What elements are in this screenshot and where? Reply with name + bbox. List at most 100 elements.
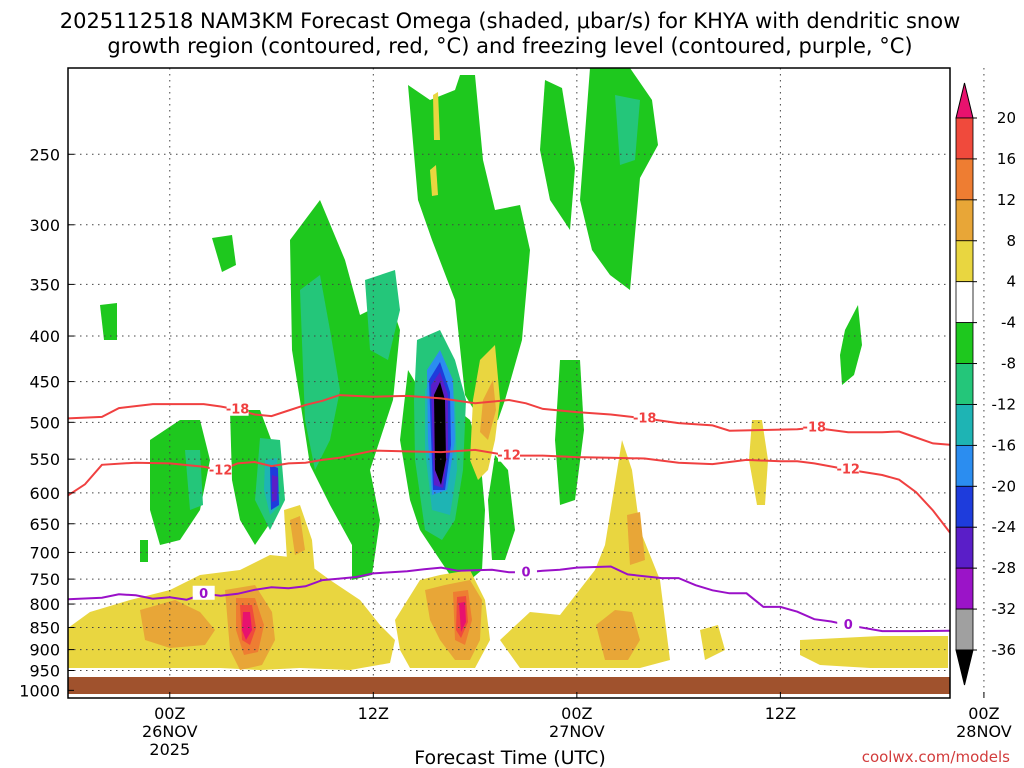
temperature-contours: -18 -18 -18 -12 -12 -12 0 0 0 [68, 394, 950, 633]
omega-region [555, 360, 584, 505]
omega-region [434, 382, 446, 485]
y-tick-label: 300 [29, 216, 60, 235]
colorbar-swatch [955, 608, 974, 651]
y-axis: 250 300 350 400 450 500 550 600 650 700 750 800 850 9… [19, 145, 74, 700]
x-tick-label: 12Z [765, 704, 796, 723]
omega-region [408, 75, 530, 420]
colorbar-label: -32 [992, 600, 1017, 618]
colorbar-label: -28 [992, 559, 1017, 577]
contour-label: 0 [199, 587, 208, 602]
x-axis-title: Forecast Time (UTC) [414, 747, 605, 768]
contour-label: -18 [633, 411, 657, 426]
chart-title-line-2: growth region (contoured, red, °C) and f… [107, 34, 912, 58]
colorbar-swatch [955, 485, 974, 528]
contour-label: -12 [836, 463, 860, 478]
y-tick-label: 350 [29, 275, 60, 294]
colorbar-label: -12 [992, 395, 1017, 413]
omega-region [433, 92, 440, 140]
omega-region [290, 516, 305, 555]
colorbar-bottom-arrow [955, 649, 974, 686]
omega-region [140, 600, 215, 648]
colorbar-swatch [955, 199, 974, 242]
omega-region [500, 440, 670, 668]
omega-region [800, 636, 948, 668]
colorbar-swatch [955, 240, 974, 283]
colorbar-swatch [955, 444, 974, 487]
chart-title-line-1: 2025112518 NAM3KM Forecast Omega (shaded… [60, 9, 961, 33]
x-tick-label: 28NOV [956, 722, 1012, 741]
contour-label-background [837, 617, 860, 632]
y-tick-label: 450 [29, 373, 60, 392]
colorbar-swatch [955, 117, 974, 160]
x-tick-label: 2025 [149, 740, 190, 759]
contour-label-background [514, 564, 537, 579]
x-tick-label: 27NOV [549, 722, 605, 741]
contour-label: -12 [497, 449, 521, 464]
omega-region [212, 235, 236, 272]
contour-label-background [837, 461, 860, 476]
omega-region [580, 68, 658, 290]
colorbar-top-arrow [955, 82, 974, 119]
y-tick-label: 500 [29, 413, 60, 432]
terrain-strip [68, 677, 950, 694]
colorbar-label: 4 [1006, 273, 1016, 291]
colorbar-swatch [955, 526, 974, 569]
omega-region [459, 602, 466, 632]
x-tick-label: 26NOV [142, 722, 198, 741]
omega-region [596, 610, 640, 660]
colorbar-label: -4 [1001, 314, 1016, 332]
colorbar-swatch [955, 158, 974, 201]
y-tick-label: 250 [29, 145, 60, 164]
omega-region [242, 612, 252, 640]
y-tick-label: 900 [29, 641, 60, 660]
y-tick-label: 1000 [19, 681, 60, 700]
y-tick-label: 650 [29, 515, 60, 534]
site-credit: coolwx.com/models [862, 748, 1010, 766]
y-tick-label: 600 [29, 484, 60, 503]
omega-region [840, 305, 862, 385]
colorbar-label: 8 [1006, 232, 1016, 250]
plot-frame [67, 67, 951, 699]
omega-region [749, 420, 768, 505]
contour-label: -12 [209, 463, 233, 478]
y-tick-label: 400 [29, 327, 60, 346]
omega-region [100, 303, 117, 340]
colorbar-label: 12 [997, 191, 1016, 209]
y-tick-label: 550 [29, 450, 60, 469]
omega-region [540, 80, 575, 230]
contour-label: 0 [521, 565, 530, 580]
x-tick-label: 12Z [358, 704, 389, 723]
omega-region [300, 275, 340, 470]
colorbar-swatch [955, 404, 974, 446]
colorbar-label: -20 [992, 477, 1017, 495]
contour-label-background [209, 462, 232, 477]
x-tick-label: 00Z [968, 704, 999, 723]
colorbar-label: -24 [992, 518, 1017, 536]
y-tick-label: 950 [29, 662, 60, 681]
x-tick-label: 00Z [561, 704, 592, 723]
omega-region [140, 540, 148, 562]
colorbar-label: 20 [997, 109, 1016, 127]
omega-region [615, 95, 640, 165]
omega-region [430, 165, 438, 196]
contour-label-background [498, 447, 520, 462]
contour-label-background [633, 410, 656, 425]
contour-label: -18 [226, 403, 250, 418]
omega-region [488, 455, 515, 560]
plot-area: -18 -18 -18 -12 -12 -12 0 0 0 [67, 67, 985, 699]
x-tick-label: 00Z [154, 704, 185, 723]
contour-label-background [192, 585, 215, 600]
omega-region [365, 270, 400, 360]
colorbar-swatch [955, 281, 974, 324]
contour-label-background [226, 401, 249, 416]
omega-region [272, 475, 278, 502]
colorbar-swatch [955, 322, 974, 364]
colorbar-swatch [955, 567, 974, 610]
contour-label: -18 [803, 421, 827, 436]
colorbar-swatch [955, 363, 974, 405]
y-tick-label: 750 [29, 570, 60, 589]
omega-region [627, 512, 645, 565]
colorbar-label: -16 [992, 436, 1017, 454]
